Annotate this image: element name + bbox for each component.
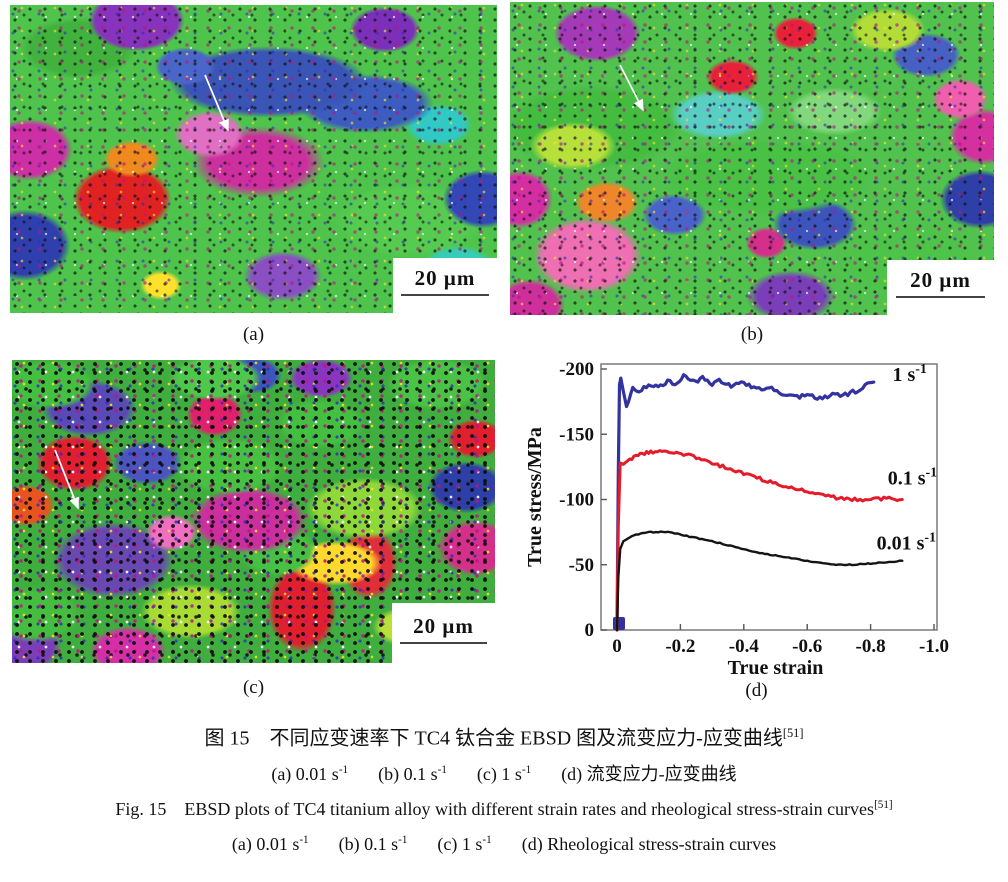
scale-bar: 20 μm: [392, 603, 495, 663]
svg-text:-50: -50: [569, 555, 594, 576]
svg-text:0.01 s-1: 0.01 s-1: [877, 531, 936, 555]
caption-zh-title: 图 15 不同应变速率下 TC4 钛合金 EBSD 图及流变应力-应变曲线[51…: [0, 726, 1008, 752]
scale-bar-line: [400, 641, 487, 644]
panel-label-a: (a): [242, 324, 265, 345]
svg-text:0: 0: [612, 636, 622, 657]
svg-text:-0.2: -0.2: [665, 636, 695, 657]
caption-en-item-a: (a) 0.01 s-1: [231, 833, 309, 854]
caption-zh-item-a: (a) 0.01 s-1: [271, 763, 349, 784]
caption-zh-title-text: 图 15 不同应变速率下 TC4 钛合金 EBSD 图及流变应力-应变曲线: [204, 727, 783, 750]
svg-text:0.1 s-1: 0.1 s-1: [888, 465, 937, 489]
scale-bar-line: [401, 294, 489, 296]
caption-en-item-b: (b) 0.1 s-1: [338, 833, 408, 854]
caption-en-title-ref: [51]: [874, 799, 893, 812]
svg-text:-150: -150: [559, 424, 594, 445]
caption-zh-title-ref: [51]: [782, 726, 804, 740]
caption-zh-item-c: (c) 1 s-1: [476, 763, 532, 784]
stress-strain-chart-plot: 0 -0.2 -0.4 -0.6 -0.8 -1.0 0 -50 -100 -150 -200 Tru…: [524, 359, 949, 679]
ebsd-micrograph-a: 20 μm: [10, 5, 497, 313]
stress-strain-chart: 0 -0.2 -0.4 -0.6 -0.8 -1.0 0 -50 -100 -150 -200 Tru…: [505, 350, 1008, 695]
svg-text:-0.6: -0.6: [792, 636, 822, 657]
svg-text:-200: -200: [559, 359, 594, 380]
svg-text:-0.8: -0.8: [856, 636, 886, 657]
caption-zh-item-b: (b) 0.1 s-1: [378, 763, 447, 784]
scale-bar-label: 20 μm: [910, 268, 971, 292]
scale-bar: 20 μm: [393, 258, 497, 313]
scale-bar: 20 μm: [887, 260, 994, 315]
scale-bar-line: [895, 296, 986, 298]
panel-label-b: (b): [740, 324, 764, 345]
caption-en-item-c: (c) 1 s-1: [437, 833, 492, 854]
scale-bar-label: 20 μm: [414, 266, 476, 290]
caption-en-subitems: (a) 0.01 s-1 (b) 0.1 s-1 (c) 1 s-1 (d) Rheo…: [0, 833, 1008, 856]
scale-bar-label: 20 μm: [413, 613, 474, 638]
svg-text:1 s-1: 1 s-1: [892, 362, 926, 386]
caption-zh-subitems: (a) 0.01 s-1 (b) 0.1 s-1 (c) 1 s-1 (d) 流变应力…: [0, 763, 1008, 786]
svg-text:True stress/MPa: True stress/MPa: [524, 427, 546, 567]
caption-en-title-text: Fig. 15 EBSD plots of TC4 titanium alloy…: [115, 799, 875, 820]
svg-text:-0.4: -0.4: [729, 636, 760, 657]
caption-en-title: Fig. 15 EBSD plots of TC4 titanium alloy…: [0, 798, 1008, 821]
svg-text:0: 0: [585, 620, 595, 641]
panel-label-c: (c): [242, 677, 265, 698]
figure-caption: 图 15 不同应变速率下 TC4 钛合金 EBSD 图及流变应力-应变曲线[51…: [0, 726, 1008, 855]
ebsd-micrograph-c: 20 μm: [12, 360, 495, 663]
ebsd-micrograph-b: 20 μm: [510, 2, 994, 315]
svg-text:-100: -100: [559, 490, 594, 511]
panel-label-d: (d): [745, 680, 768, 701]
svg-text:True strain: True strain: [728, 657, 824, 679]
caption-en-item-d: (d) Rheological stress-strain curves: [521, 833, 777, 854]
svg-text:-1.0: -1.0: [919, 636, 949, 657]
caption-zh-item-d: (d) 流变应力-应变曲线: [561, 763, 737, 784]
